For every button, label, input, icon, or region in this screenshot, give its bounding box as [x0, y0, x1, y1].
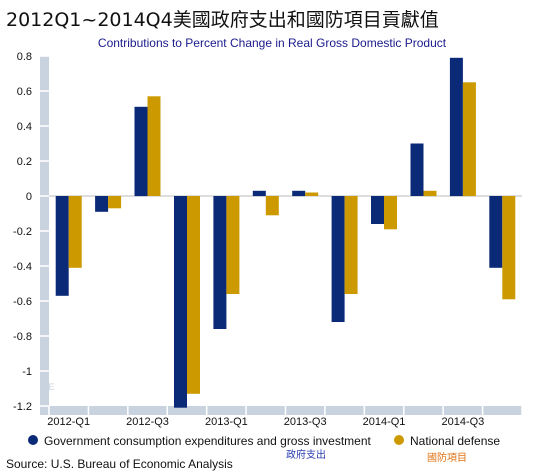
bar-defense — [68, 196, 82, 268]
bar-defense — [147, 96, 161, 196]
bar-government — [410, 143, 424, 196]
bar-government — [331, 196, 345, 322]
y-tick-label: -1.2 — [13, 401, 32, 413]
chart-subtitle: Contributions to Percent Change in Real … — [98, 36, 447, 50]
x-tick-label: 2013-Q1 — [205, 416, 248, 428]
x-tick-label: 2012-Q3 — [126, 416, 169, 428]
bar-government — [213, 196, 227, 329]
y-tick-label: -0.6 — [13, 296, 32, 308]
bar-government — [449, 57, 463, 197]
legend-label-defense: National defense — [410, 434, 500, 448]
y-tick-label: -0.4 — [13, 261, 32, 273]
y-tick-label: 0.8 — [17, 51, 32, 63]
bar-government — [55, 196, 69, 296]
x-tick-label: 2013-Q3 — [284, 416, 327, 428]
bar-defense — [187, 196, 200, 394]
legend-marker-defense — [394, 435, 404, 445]
chart-title: 2012Q1~2014Q4美國政府支出和國防項目貢獻值 — [6, 9, 439, 31]
y-tick-label: -0.8 — [13, 331, 32, 343]
y-tick-label: 0.2 — [17, 156, 32, 168]
x-tick-label: 2014-Q3 — [441, 416, 484, 428]
bar-government — [174, 196, 187, 408]
y-tick-label: 0.4 — [17, 121, 32, 133]
bar-government — [371, 196, 384, 224]
bar-government — [252, 190, 266, 197]
legend-marker-government — [28, 435, 38, 445]
bar-defense — [108, 196, 122, 209]
bar-government — [95, 196, 109, 212]
legend-label-government: Government consumption expenditures and … — [44, 434, 372, 448]
y-tick-label: -1 — [22, 366, 32, 378]
bar-defense — [384, 196, 397, 230]
bar-defense — [305, 192, 319, 196]
y-tick-label: -0.2 — [13, 226, 32, 238]
x-tick-label: 2012-Q1 — [47, 416, 90, 428]
x-axis-band — [40, 406, 522, 415]
y-tick-label: 0.6 — [17, 86, 32, 98]
y-tick-label: 0 — [26, 191, 32, 203]
bar-defense — [502, 196, 516, 300]
x-tick-label: 2014-Q1 — [363, 416, 406, 428]
bar-defense — [226, 196, 240, 294]
bar-government — [292, 190, 306, 197]
bar-defense — [344, 196, 358, 294]
bar-defense — [423, 190, 437, 197]
bar-defense — [265, 196, 279, 216]
bar-government — [489, 196, 503, 268]
source-note: Source: U.S. Bureau of Economic Analysis — [6, 457, 233, 471]
bar-government — [134, 106, 148, 197]
legend-zh-government: 政府支出 — [286, 448, 326, 461]
bar-defense — [462, 82, 476, 197]
legend-zh-defense: 國防項目 — [427, 451, 467, 464]
watermark: DE — [42, 382, 55, 392]
